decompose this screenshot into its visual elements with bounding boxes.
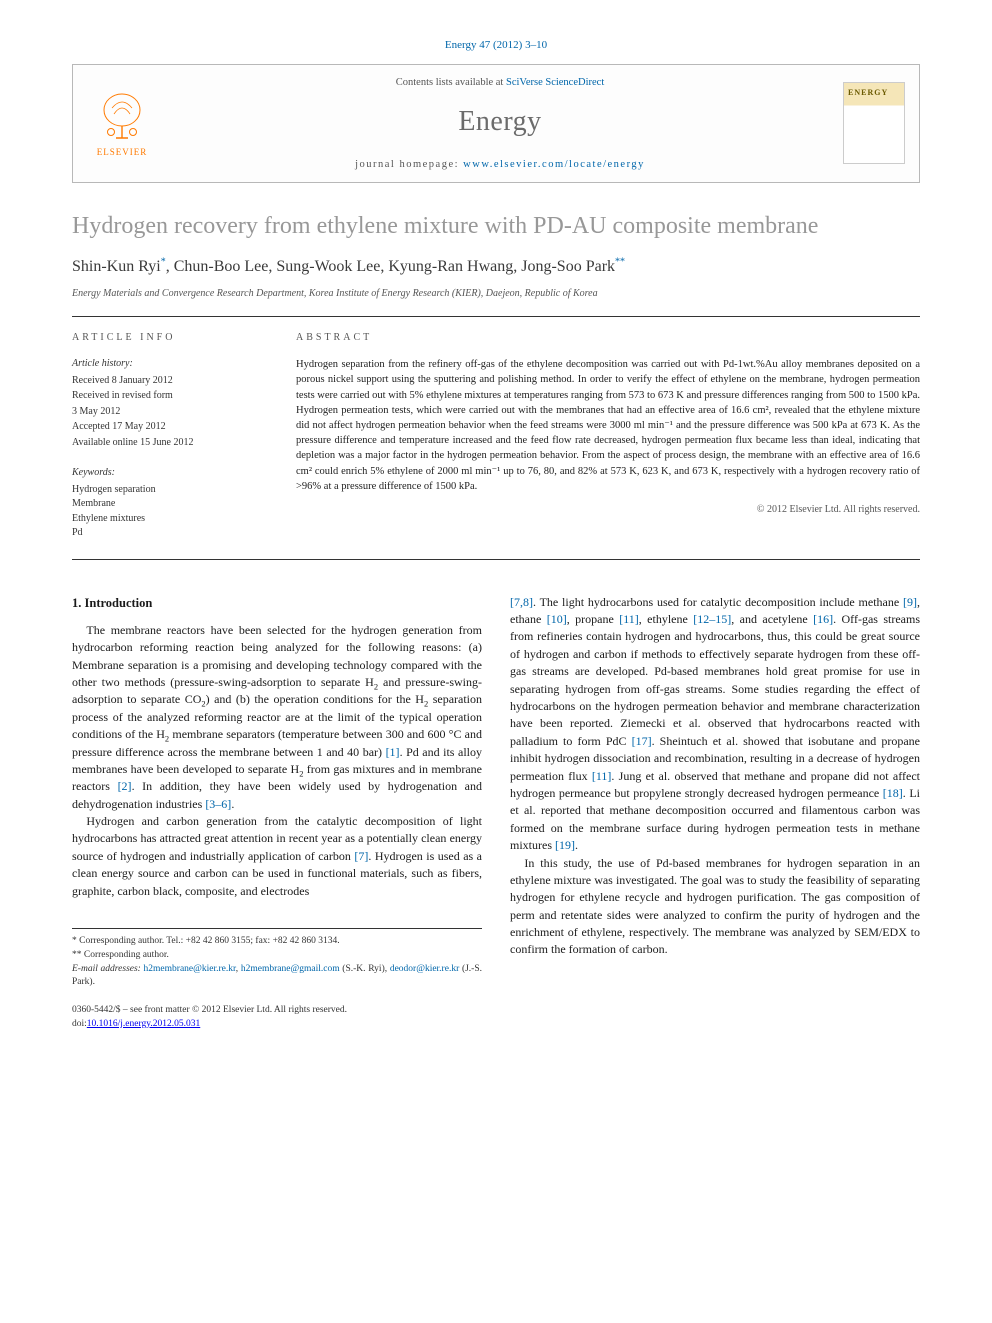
column-right: [7,8]. The light hydrocarbons used for c… xyxy=(510,594,920,1032)
citation-link[interactable]: [9] xyxy=(903,595,917,609)
sciencedirect-link[interactable]: SciVerse ScienceDirect xyxy=(506,77,604,88)
history-line: Accepted 17 May 2012 xyxy=(72,420,260,435)
journal-cover-thumb: ENERGY xyxy=(843,82,905,164)
citation-link[interactable]: [11] xyxy=(619,612,639,626)
citation-link[interactable]: [19] xyxy=(555,838,575,852)
cover-thumb-title: ENERGY xyxy=(848,87,888,99)
citation-link[interactable]: [11] xyxy=(592,769,612,783)
corresponding-author-footer: * Corresponding author. Tel.: +82 42 860… xyxy=(72,928,482,990)
keyword: Pd xyxy=(72,526,260,541)
history-label: Article history: xyxy=(72,357,260,372)
doi-line: doi:10.1016/j.energy.2012.05.031 xyxy=(72,1018,482,1032)
citation-link[interactable]: [17] xyxy=(632,734,652,748)
email-link[interactable]: h2membrane@kier.re.kr xyxy=(144,964,236,974)
body-paragraph: Hydrogen and carbon generation from the … xyxy=(72,813,482,900)
article-meta-row: article info Article history: Received 8… xyxy=(72,317,920,560)
elsevier-tree-icon xyxy=(96,88,148,144)
elsevier-logo: ELSEVIER xyxy=(87,84,157,162)
elsevier-wordmark: ELSEVIER xyxy=(97,146,148,159)
journal-header: ELSEVIER Contents lists available at Sci… xyxy=(72,64,920,183)
history-line: Available online 15 June 2012 xyxy=(72,436,260,451)
email-link[interactable]: h2membrane@gmail.com xyxy=(241,964,340,974)
abstract-block: abstract Hydrogen separation from the re… xyxy=(296,331,920,541)
keyword: Membrane xyxy=(72,497,260,512)
homepage-prefix: journal homepage: xyxy=(355,159,463,170)
keywords-label: Keywords: xyxy=(72,466,260,481)
authors-line: Shin-Kun Ryi*, Chun-Boo Lee, Sung-Wook L… xyxy=(72,255,920,278)
journal-homepage-line: journal homepage: www.elsevier.com/locat… xyxy=(157,157,843,172)
corr-author-2: ** Corresponding author. xyxy=(72,949,482,963)
abstract-text: Hydrogen separation from the refinery of… xyxy=(296,357,920,494)
article-info-heading: article info xyxy=(72,331,260,346)
keyword: Ethylene mixtures xyxy=(72,512,260,527)
corr-author-1: * Corresponding author. Tel.: +82 42 860… xyxy=(72,935,482,949)
journal-title: Energy xyxy=(157,102,843,143)
article-info-block: article info Article history: Received 8… xyxy=(72,331,260,541)
citation-link[interactable]: [1] xyxy=(386,745,400,759)
homepage-link[interactable]: www.elsevier.com/locate/energy xyxy=(463,159,645,170)
body-paragraph: In this study, the use of Pd-based membr… xyxy=(510,855,920,959)
citation-link[interactable]: [18] xyxy=(883,786,903,800)
body-paragraph: The membrane reactors have been selected… xyxy=(72,622,482,813)
citation-link[interactable]: [2] xyxy=(118,779,132,793)
affiliation: Energy Materials and Convergence Researc… xyxy=(72,287,920,302)
citation-link[interactable]: [7] xyxy=(354,849,368,863)
page-root: Energy 47 (2012) 3–10 ELSEVIER Contents … xyxy=(0,0,992,1072)
column-left: 1. Introduction The membrane reactors ha… xyxy=(72,594,482,1032)
email-label: E-mail addresses: xyxy=(72,964,144,974)
history-line: 3 May 2012 xyxy=(72,405,260,420)
citation-link[interactable]: [3–6] xyxy=(205,797,231,811)
email-addresses-line: E-mail addresses: h2membrane@kier.re.kr,… xyxy=(72,963,482,991)
keywords-block: Keywords: Hydrogen separation Membrane E… xyxy=(72,466,260,541)
article-title: Hydrogen recovery from ethylene mixture … xyxy=(72,211,920,241)
issue-reference: Energy 47 (2012) 3–10 xyxy=(72,38,920,54)
header-center: Contents lists available at SciVerse Sci… xyxy=(157,75,843,172)
history-line: Received 8 January 2012 xyxy=(72,374,260,389)
doi-block: 0360-5442/$ – see front matter © 2012 El… xyxy=(72,1004,482,1032)
citation-link[interactable]: [12–15] xyxy=(693,612,731,626)
contents-list-line: Contents lists available at SciVerse Sci… xyxy=(157,75,843,90)
section-heading-intro: 1. Introduction xyxy=(72,594,482,612)
abstract-copyright: © 2012 Elsevier Ltd. All rights reserved… xyxy=(296,503,920,518)
citation-link[interactable]: [16] xyxy=(813,612,833,626)
author-list: Shin-Kun Ryi*, Chun-Boo Lee, Sung-Wook L… xyxy=(72,258,625,275)
keyword: Hydrogen separation xyxy=(72,483,260,498)
body-paragraph: [7,8]. The light hydrocarbons used for c… xyxy=(510,594,920,855)
doi-link[interactable]: 10.1016/j.energy.2012.05.031 xyxy=(87,1019,200,1029)
doi-prefix: doi: xyxy=(72,1019,87,1029)
citation-link[interactable]: [10] xyxy=(547,612,567,626)
body-columns: 1. Introduction The membrane reactors ha… xyxy=(72,594,920,1032)
email-who: (S.-K. Ryi), xyxy=(340,964,390,974)
abstract-heading: abstract xyxy=(296,331,920,346)
citation-link[interactable]: [7,8] xyxy=(510,595,533,609)
front-matter-line: 0360-5442/$ – see front matter © 2012 El… xyxy=(72,1004,482,1018)
history-line: Received in revised form xyxy=(72,389,260,404)
email-link[interactable]: deodor@kier.re.kr xyxy=(390,964,459,974)
contents-prefix: Contents lists available at xyxy=(396,77,506,88)
